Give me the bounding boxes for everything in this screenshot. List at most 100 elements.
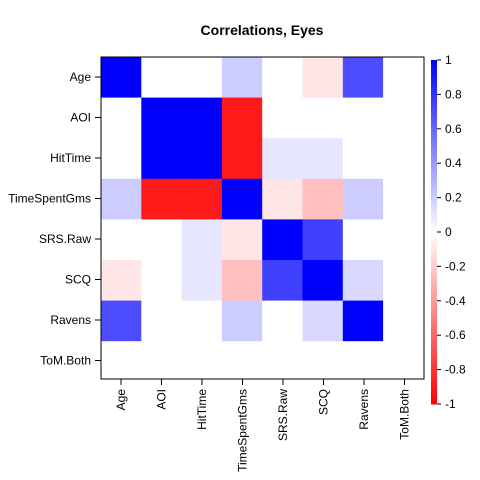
colorbar-segment — [431, 128, 437, 133]
heatmap-cell-SRS.Raw-ToM.Both — [383, 219, 424, 261]
x-tick-label: TimeSpentGms — [236, 389, 250, 472]
colorbar-segment — [431, 269, 437, 274]
colorbar-segment — [431, 321, 437, 326]
colorbar: 1 0.8 0.6 0.4 0.2 0 -0.2 -0.4 -0.6 -0.8 -1 — [431, 53, 466, 411]
heatmap-cell-SRS.Raw-SCQ — [302, 219, 344, 261]
colorbar-segment — [431, 90, 437, 95]
heatmap-cell-Age-TimeSpentGms — [221, 57, 263, 99]
heatmap-cell-Ravens-ToM.Both — [383, 300, 424, 342]
colorbar-segment — [431, 149, 437, 154]
colorbar-tick-label: -1 — [445, 397, 456, 411]
colorbar-tick-label: -0.4 — [445, 294, 466, 308]
colorbar-segment — [431, 84, 437, 89]
heatmap-cell-TimeSpentGms-Age — [101, 178, 142, 220]
colorbar-segment — [431, 345, 437, 350]
colorbar-segment — [431, 359, 437, 364]
x-tick-label: AOI — [155, 389, 169, 410]
heatmap-cell-TimeSpentGms-HitTime — [181, 178, 223, 220]
colorbar-segment — [431, 331, 437, 336]
heatmap-cell-HitTime-Age — [101, 138, 142, 180]
heatmap-cell-SCQ-HitTime — [181, 260, 223, 302]
colorbar-segment — [431, 183, 437, 188]
colorbar-segment — [431, 262, 437, 267]
colorbar-segment — [431, 125, 437, 130]
y-tick-label: HitTime — [50, 151, 91, 165]
colorbar-segment — [431, 266, 437, 271]
y-tick-label: Age — [70, 70, 92, 84]
colorbar-segment — [431, 156, 437, 161]
x-tick-label: ToM.Both — [398, 389, 412, 440]
colorbar-segment — [431, 142, 437, 147]
heatmap-cell-Age-Ravens — [342, 57, 384, 99]
colorbar-segment — [431, 97, 437, 102]
heatmap-cell-Age-ToM.Both — [383, 57, 424, 99]
colorbar-segment — [431, 338, 437, 343]
colorbar-segment — [431, 348, 437, 353]
x-tick-label: Age — [114, 389, 128, 411]
colorbar-tick-label: -0.6 — [445, 328, 466, 342]
colorbar-segment — [431, 259, 437, 264]
colorbar-segment — [431, 232, 437, 236]
colorbar-segment — [431, 283, 437, 288]
colorbar-segment — [431, 225, 437, 230]
colorbar-segment — [431, 218, 437, 223]
heatmap-cell-SRS.Raw-Ravens — [342, 219, 384, 261]
y-tick-label: AOI — [70, 111, 91, 125]
colorbar-segment — [431, 135, 437, 140]
heatmap-cell-ToM.Both-TimeSpentGms — [221, 341, 263, 383]
heatmap-cell-Ravens-SCQ — [302, 300, 344, 342]
colorbar-segment — [431, 80, 437, 85]
colorbar-segment — [431, 307, 437, 312]
colorbar-segment — [431, 252, 437, 257]
colorbar-segment — [431, 355, 437, 360]
heatmap-cell-Age-AOI — [141, 57, 183, 99]
colorbar-segment — [431, 311, 437, 316]
heatmap-cell-SCQ-Age — [101, 260, 142, 302]
heatmap-cell-HitTime-SCQ — [302, 138, 344, 180]
colorbar-segment — [431, 256, 437, 261]
colorbar-segment — [431, 273, 437, 278]
heatmap-cell-HitTime-ToM.Both — [383, 138, 424, 180]
colorbar-segment — [431, 280, 437, 285]
colorbar-segment — [431, 290, 437, 295]
y-tick-label: TimeSpentGms — [8, 192, 91, 206]
heatmap-cell-ToM.Both-Age — [101, 341, 142, 383]
heatmap-cell-Age-HitTime — [181, 57, 223, 99]
heatmap-cell-TimeSpentGms-TimeSpentGms — [221, 178, 263, 220]
colorbar-segment — [431, 221, 437, 226]
heatmap-cell-ToM.Both-SCQ — [302, 341, 344, 383]
heatmap-cell-HitTime-Ravens — [342, 138, 384, 180]
colorbar-segment — [431, 94, 437, 99]
colorbar-segment — [431, 63, 437, 68]
colorbar-segment — [431, 369, 437, 374]
heatmap-cell-Age-SRS.Raw — [262, 57, 304, 99]
y-tick-label: ToM.Both — [40, 354, 91, 368]
colorbar-segment — [431, 176, 437, 181]
colorbar-segment — [431, 170, 437, 175]
heatmap-cell-SCQ-Ravens — [342, 260, 384, 302]
colorbar-segment — [431, 397, 437, 402]
heatmap-cell-AOI-SRS.Raw — [262, 97, 304, 139]
colorbar-segment — [431, 342, 437, 347]
colorbar-segment — [431, 300, 437, 305]
colorbar-segment — [431, 146, 437, 150]
y-axis: Age AOI HitTime TimeSpentGms SRS.Raw SCQ Raven… — [8, 70, 101, 368]
heatmap-cell-HitTime-TimeSpentGms — [221, 138, 263, 180]
colorbar-tick-label: -0.2 — [445, 259, 466, 273]
heatmap-cell-AOI-AOI — [141, 97, 183, 139]
colorbar-tick-label: 0 — [445, 225, 452, 239]
colorbar-segment — [431, 73, 437, 78]
heatmap-cell-SCQ-AOI — [141, 260, 183, 302]
colorbar-tick-label: 0.4 — [445, 156, 462, 170]
colorbar-segment — [431, 70, 437, 75]
colorbar-segment — [431, 121, 437, 126]
colorbar-segment — [431, 108, 437, 113]
heatmap-cell-SRS.Raw-HitTime — [181, 219, 223, 261]
colorbar-tick-label: 0.6 — [445, 122, 462, 136]
colorbar-segment — [431, 132, 437, 137]
y-tick-label: SCQ — [65, 273, 91, 287]
heatmap-cell-ToM.Both-AOI — [141, 341, 183, 383]
colorbar-segment — [431, 249, 437, 254]
heatmap-cell-TimeSpentGms-ToM.Both — [383, 178, 424, 220]
